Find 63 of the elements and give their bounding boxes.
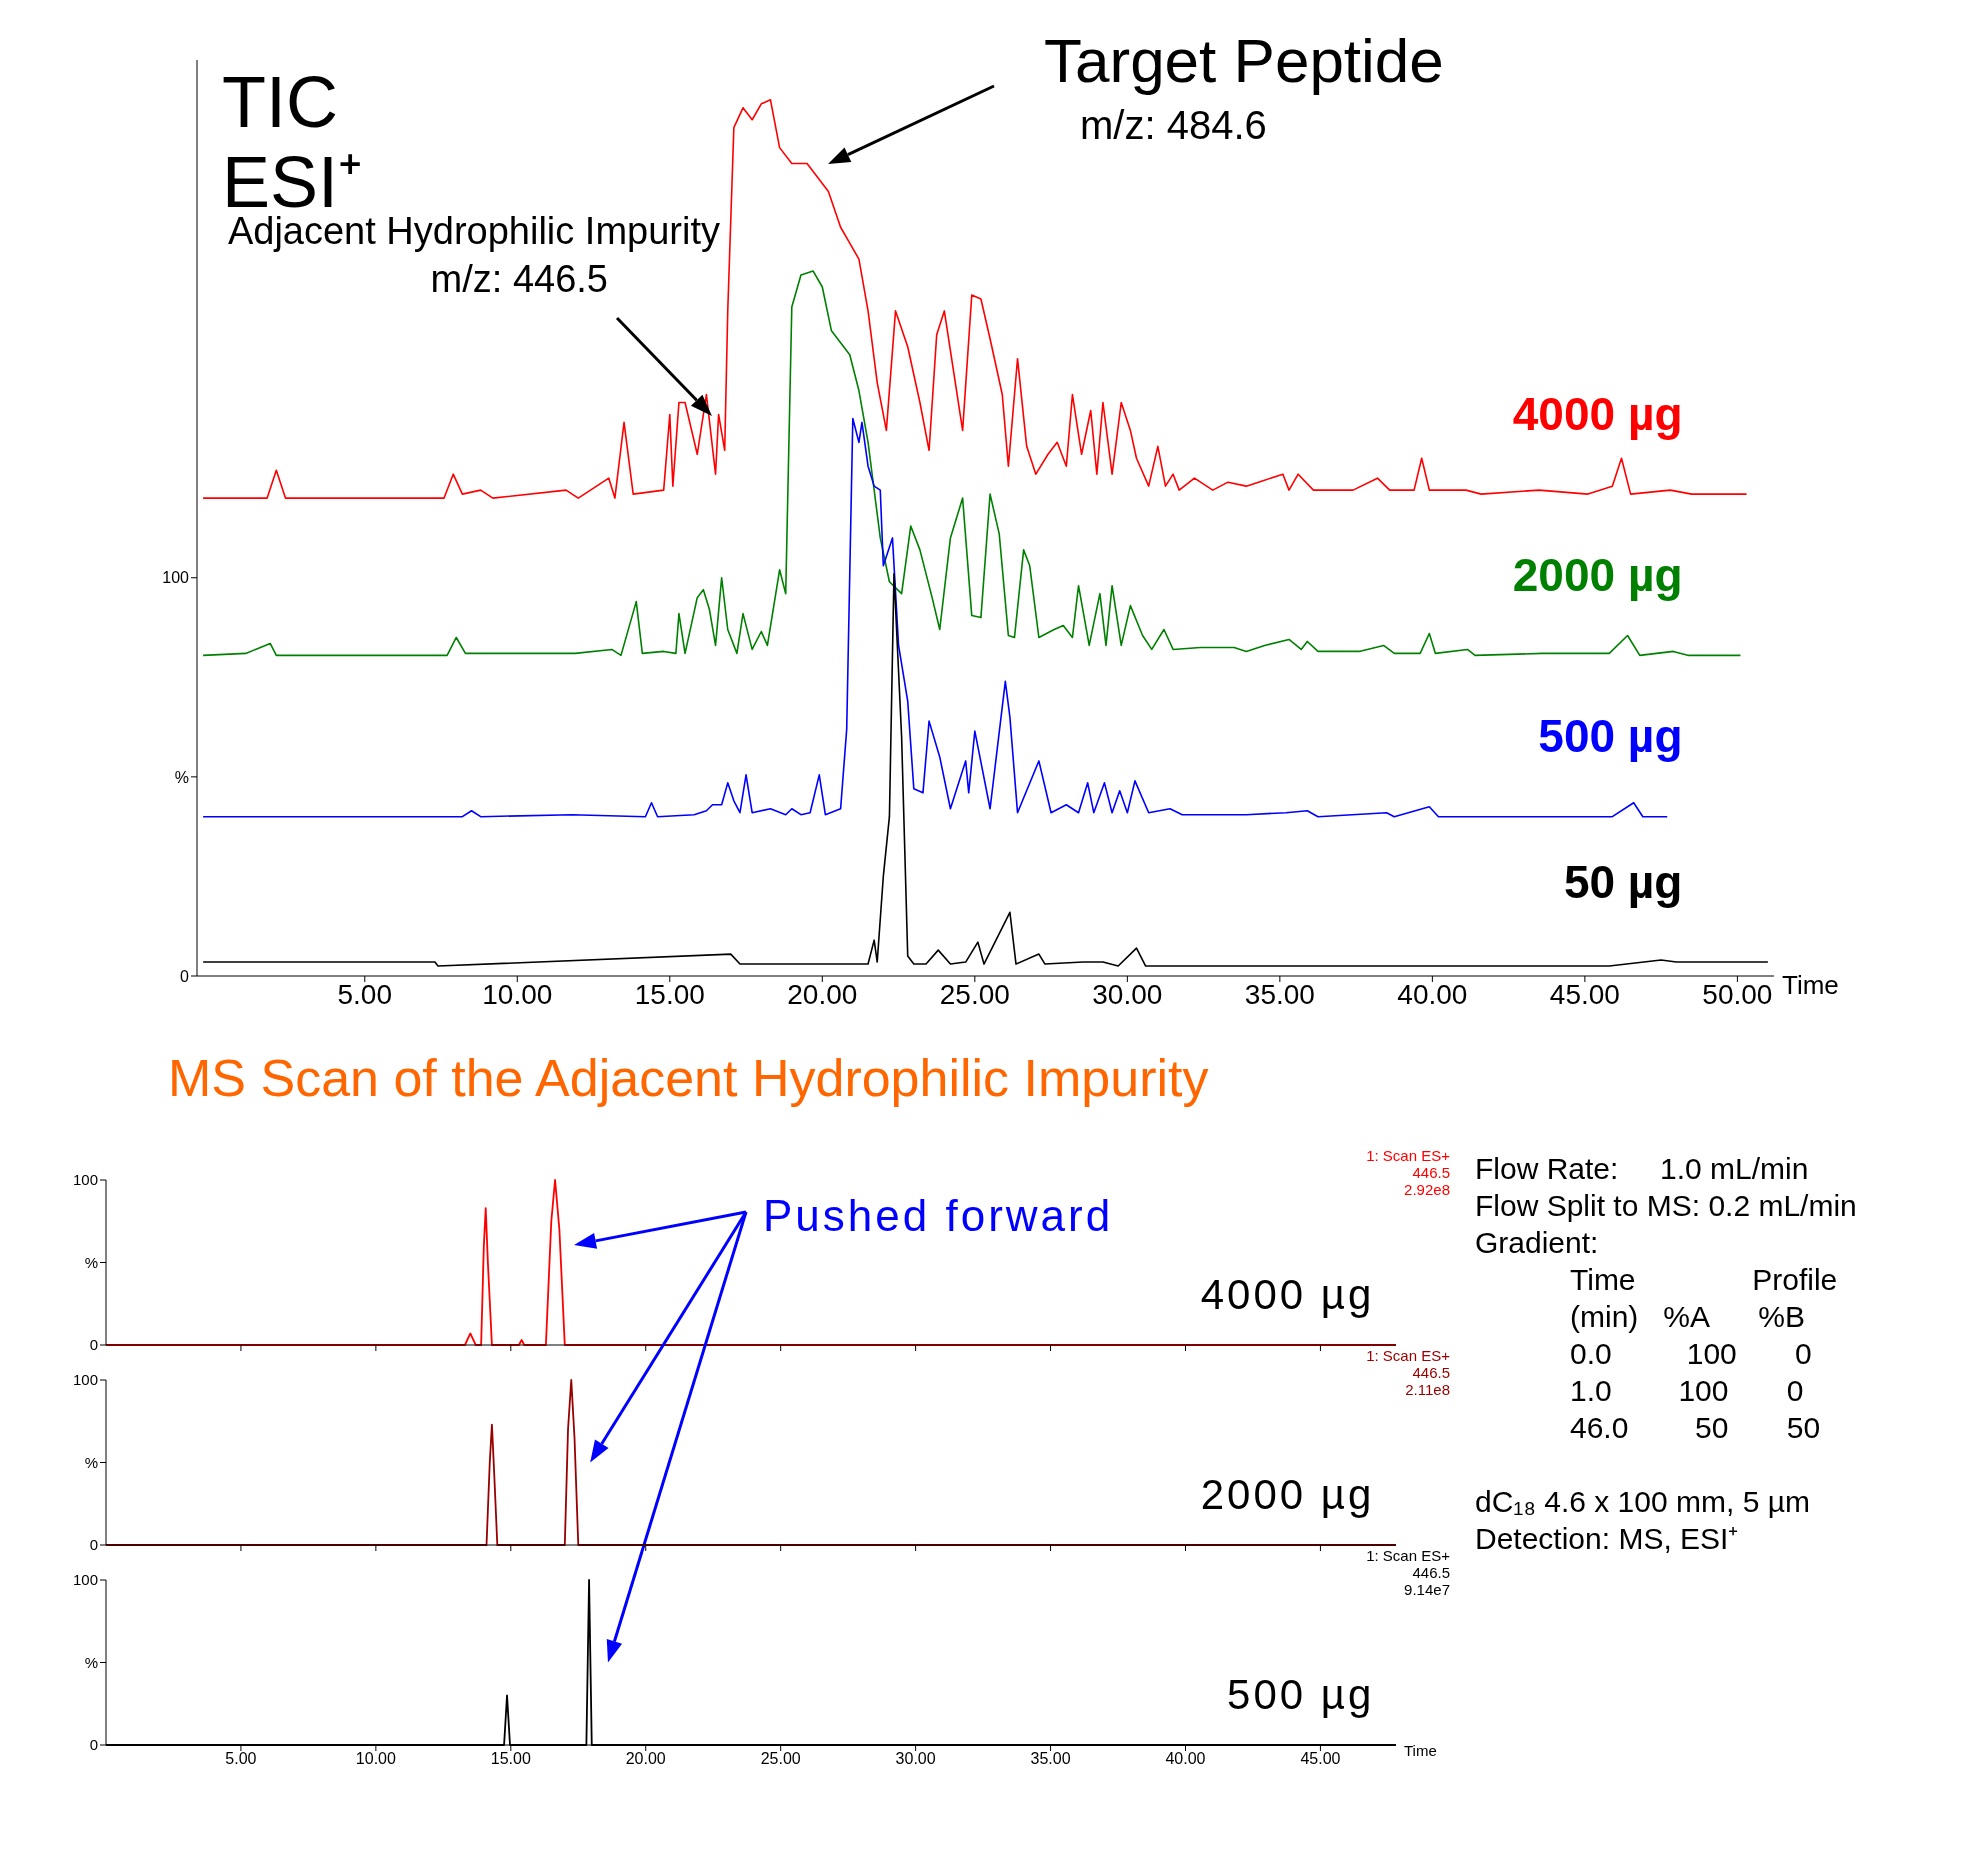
series-label: 4000 µg <box>1199 1270 1375 1321</box>
series-label: 2000 µg <box>1199 1470 1375 1521</box>
y-tick-label: 0 <box>89 1536 98 1554</box>
text: 446.5 <box>1411 1164 1450 1181</box>
y-tick-label: 0 <box>89 1736 98 1754</box>
y-tick-label: 0 <box>89 1336 98 1354</box>
annotation: Pushed forward <box>763 1190 1115 1242</box>
chart-title: MS Scan of the Adjacent Hydrophilic Impurity <box>168 1049 1209 1107</box>
x-tick-label: 10.00 <box>355 1750 396 1768</box>
x-tick-label: 30.00 <box>895 1750 936 1768</box>
x-tick-label: 10.00 <box>482 978 553 1010</box>
x-tick-label: 20.00 <box>787 978 858 1010</box>
x-tick-label: 15.00 <box>634 978 705 1010</box>
y-tick-label: % <box>84 1453 98 1471</box>
y-tick-label: % <box>84 1253 98 1271</box>
series-label: 500 µg <box>1537 709 1683 765</box>
x-tick-label: 25.00 <box>939 978 1010 1010</box>
x-tick-label: 15.00 <box>490 1750 531 1768</box>
text: 446.5 <box>1411 1364 1450 1381</box>
chart-title: TIC <box>222 62 338 142</box>
series-label: 50 µg <box>1562 854 1683 910</box>
x-tick-label: 35.00 <box>1030 1750 1071 1768</box>
annotation: Target Peptide m/z: 484.6 <box>1044 25 1445 149</box>
x-axis-title: Time <box>1782 970 1839 1000</box>
x-tick-label: 40.00 <box>1165 1750 1206 1768</box>
x-tick-label: 30.00 <box>1092 978 1163 1010</box>
y-tick-label: % <box>174 768 189 786</box>
text: 1: Scan ES+ <box>1365 1547 1450 1564</box>
x-tick-label: 5.00 <box>225 1750 257 1768</box>
text: dC₁₈ 4.6 x 100 mm, 5 µm <box>1475 1484 1811 1520</box>
x-tick-label: 50.00 <box>1702 978 1773 1010</box>
text: 1.0 100 0 <box>1569 1373 1805 1409</box>
x-tick-label: 20.00 <box>625 1750 666 1768</box>
text: 1: Scan ES+ <box>1365 1347 1450 1364</box>
text: 446.5 <box>1411 1564 1450 1581</box>
y-tick-label: 100 <box>162 569 190 587</box>
y-tick-label: 100 <box>72 1371 98 1389</box>
text: Time Profile <box>1569 1262 1839 1298</box>
text: Detection: MS, ESI⁺ <box>1475 1521 1740 1557</box>
x-tick-label: 45.00 <box>1549 978 1620 1010</box>
x-tick-label: 5.00 <box>337 978 393 1010</box>
series-label: 500 µg <box>1226 1670 1375 1721</box>
text: 1: Scan ES+ <box>1365 1147 1450 1164</box>
series-label: 2000 µg <box>1511 548 1683 604</box>
text: 2.92e8 <box>1403 1181 1450 1198</box>
series-label: 4000 µg <box>1511 386 1683 442</box>
text: 46.0 50 50 <box>1569 1410 1822 1446</box>
text: 2.11e8 <box>1404 1381 1450 1398</box>
text: 0.0 100 0 <box>1569 1336 1813 1372</box>
text: 9.14e7 <box>1403 1581 1450 1598</box>
y-tick-label: 0 <box>180 967 190 985</box>
x-axis-title: Time <box>1404 1742 1437 1759</box>
text: (min) %A %B <box>1569 1299 1807 1335</box>
x-tick-label: 25.00 <box>760 1750 801 1768</box>
y-tick-label: % <box>84 1653 98 1671</box>
y-tick-label: 100 <box>72 1171 98 1189</box>
x-tick-label: 40.00 <box>1397 978 1468 1010</box>
x-tick-label: 35.00 <box>1244 978 1315 1010</box>
text: Gradient: <box>1475 1225 1600 1261</box>
x-tick-label: 45.00 <box>1300 1750 1341 1768</box>
text: Flow Split to MS: 0.2 mL/min <box>1475 1188 1857 1224</box>
text: Flow Rate: 1.0 mL/min <box>1475 1151 1810 1187</box>
y-tick-label: 100 <box>72 1571 98 1589</box>
